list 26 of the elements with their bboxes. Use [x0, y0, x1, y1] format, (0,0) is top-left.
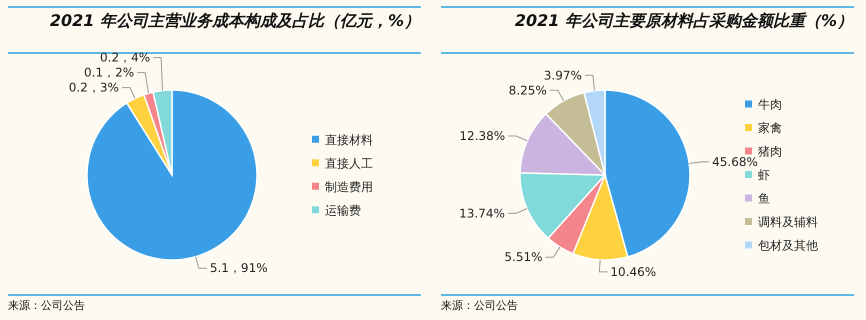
data-label: 5.1，91%	[210, 261, 268, 276]
data-label: 0.1，2%	[84, 66, 134, 80]
legend-label: 鱼	[758, 192, 770, 206]
legend-label: 猪肉	[758, 144, 782, 158]
data-label: 10.46%	[610, 264, 656, 279]
data-label: 0.2，4%	[100, 50, 150, 65]
data-label: 13.74%	[459, 206, 505, 220]
data-label: 45.68%	[712, 154, 758, 169]
legend-label: 直接人工	[325, 156, 373, 170]
legend-label: 家禽	[758, 121, 782, 135]
chart-title: 2021 年公司主要原材料占采购金额比重（%）	[514, 10, 853, 31]
legend-label: 运输费	[325, 203, 361, 218]
chart-title: 2021 年公司主营业务成本构成及占比（亿元，%）	[48, 10, 420, 31]
data-label: 12.38%	[459, 128, 506, 143]
legend-label: 调料及辅料	[758, 215, 818, 229]
legend-label: 牛肉	[758, 98, 782, 112]
source-note: 来源：公司公告	[441, 299, 518, 312]
legend-label: 包材及其他	[758, 238, 818, 252]
legend-label: 制造费用	[325, 180, 373, 194]
source-note: 来源：公司公告	[8, 299, 85, 312]
data-label: 3.97%	[544, 68, 582, 82]
legend-label: 直接材料	[325, 132, 373, 147]
data-label: 0.2，3%	[68, 80, 119, 95]
data-label: 8.25%	[508, 83, 547, 98]
data-label: 5.51%	[504, 250, 543, 264]
legend-label: 虾	[758, 168, 770, 182]
